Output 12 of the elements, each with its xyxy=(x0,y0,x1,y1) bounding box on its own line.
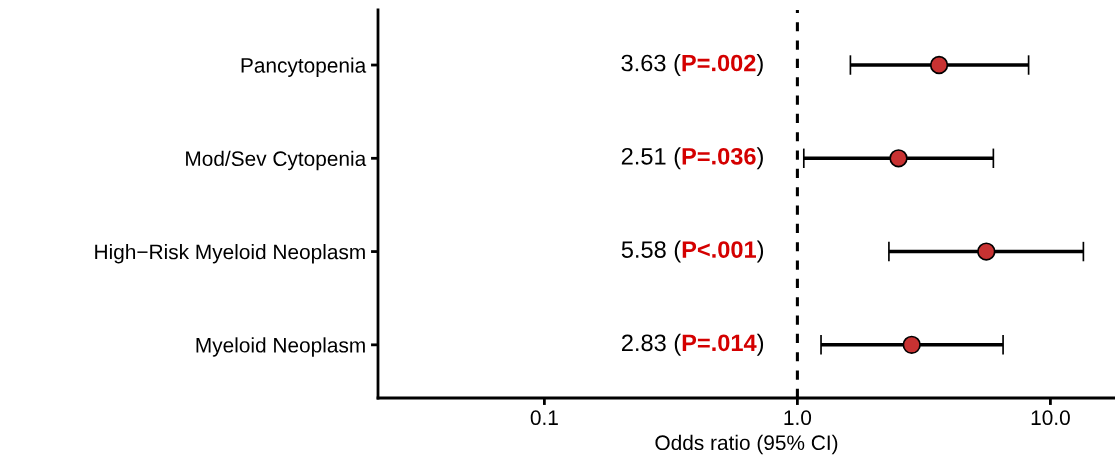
x-tick-label: 0.1 xyxy=(530,410,558,426)
y-tick-label: Myeloid Neoplasm xyxy=(196,337,365,357)
x-axis-title: Odds ratio (95% CI) xyxy=(655,434,838,455)
y-tick-label: High−Risk Myeloid Neoplasm xyxy=(95,244,365,264)
y-tick-label: Mod/Sev Cytopenia xyxy=(186,150,367,171)
annotation: 2.51 (P=.036) xyxy=(621,147,763,170)
x-tick-label: 1.0 xyxy=(784,410,812,426)
annotation: 3.63 (P=.002) xyxy=(621,54,763,77)
y-tick-label: Pancytopenia xyxy=(241,57,367,77)
x-tick-label: 10.0 xyxy=(1031,410,1070,426)
annotation: 2.83 (P=.014) xyxy=(621,333,764,356)
annotation: 5.58 (P<.001) xyxy=(621,240,764,263)
